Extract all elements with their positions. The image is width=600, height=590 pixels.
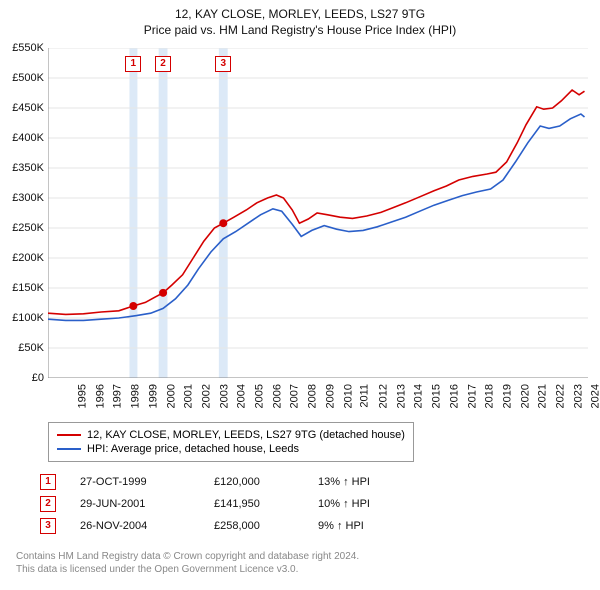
x-tick-label: 2009: [324, 384, 336, 408]
x-tick-label: 1996: [94, 384, 106, 408]
sale-events-table: 1 27-OCT-1999 £120,000 13% ↑ HPI 2 29-JUN-200…: [40, 468, 418, 540]
x-tick-label: 2012: [377, 384, 389, 408]
x-tick-label: 2011: [359, 384, 371, 408]
x-tick-label: 2004: [236, 384, 248, 408]
legend-label-red: 12, KAY CLOSE, MORLEY, LEEDS, LS27 9TG (…: [87, 429, 405, 441]
x-tick-label: 2013: [395, 384, 407, 408]
x-tick-label: 1999: [147, 384, 159, 408]
event-price: £141,950: [214, 498, 294, 510]
x-tick-label: 2014: [413, 384, 425, 408]
y-tick-label: £500K: [12, 72, 44, 84]
x-tick-label: 2018: [484, 384, 496, 408]
y-tick-label: £450K: [12, 102, 44, 114]
x-tick-label: 1998: [130, 384, 142, 408]
event-row: 1 27-OCT-1999 £120,000 13% ↑ HPI: [40, 474, 418, 490]
legend-row-red: 12, KAY CLOSE, MORLEY, LEEDS, LS27 9TG (…: [57, 429, 405, 441]
x-tick-label: 2015: [431, 384, 443, 408]
x-tick-label: 2005: [254, 384, 266, 408]
event-marker: 1: [40, 474, 56, 490]
x-tick-label: 2023: [572, 384, 584, 408]
legend-box: 12, KAY CLOSE, MORLEY, LEEDS, LS27 9TG (…: [48, 422, 414, 462]
chart-plot-area: 12 3: [48, 48, 588, 378]
y-tick-label: £550K: [12, 42, 44, 54]
title-subtitle: Price paid vs. HM Land Registry's House …: [0, 22, 600, 38]
sale-callout-2: 2: [155, 56, 171, 72]
event-date: 27-OCT-1999: [80, 476, 190, 488]
sale-callout-3: 3: [215, 56, 231, 72]
attribution-line1: Contains HM Land Registry data © Crown c…: [16, 550, 359, 563]
event-hpi: 9% ↑ HPI: [318, 520, 418, 532]
legend-swatch-blue: [57, 448, 81, 450]
event-hpi: 10% ↑ HPI: [318, 498, 418, 510]
x-tick-label: 2021: [537, 384, 549, 408]
y-tick-label: £400K: [12, 132, 44, 144]
event-date: 26-NOV-2004: [80, 520, 190, 532]
y-axis-labels: £0£50K£100K£150K£200K£250K£300K£350K£400…: [2, 48, 46, 378]
legend-swatch-red: [57, 434, 81, 436]
y-tick-label: £200K: [12, 252, 44, 264]
sale-callout-1: 1: [125, 56, 141, 72]
event-marker: 2: [40, 496, 56, 512]
y-tick-label: £150K: [12, 282, 44, 294]
x-tick-label: 2019: [501, 384, 513, 408]
y-tick-label: £250K: [12, 222, 44, 234]
legend-label-blue: HPI: Average price, detached house, Leed…: [87, 443, 299, 455]
event-price: £258,000: [214, 520, 294, 532]
x-tick-label: 2017: [466, 384, 478, 408]
title-block: 12, KAY CLOSE, MORLEY, LEEDS, LS27 9TG P…: [0, 0, 600, 38]
legend-row-blue: HPI: Average price, detached house, Leed…: [57, 443, 405, 455]
event-price: £120,000: [214, 476, 294, 488]
x-tick-label: 2002: [200, 384, 212, 408]
y-tick-label: £300K: [12, 192, 44, 204]
y-tick-label: £100K: [12, 312, 44, 324]
x-tick-label: 2010: [342, 384, 354, 408]
x-tick-label: 2020: [519, 384, 531, 408]
x-tick-label: 2001: [183, 384, 195, 408]
x-tick-label: 2016: [448, 384, 460, 408]
x-axis-labels: 1995 1996 1997 1998 1999 2000 2001 2002 2003 2004…: [48, 382, 588, 422]
event-hpi: 13% ↑ HPI: [318, 476, 418, 488]
attribution-line2: This data is licensed under the Open Gov…: [16, 563, 359, 576]
x-tick-label: 2007: [289, 384, 301, 408]
y-tick-label: £350K: [12, 162, 44, 174]
x-tick-label: 1997: [112, 384, 124, 408]
x-tick-label: 2006: [271, 384, 283, 408]
x-tick-label: 2022: [555, 384, 567, 408]
price-hpi-chart-card: 12, KAY CLOSE, MORLEY, LEEDS, LS27 9TG P…: [0, 0, 600, 590]
y-tick-label: £0: [32, 372, 44, 384]
x-tick-label: 2024: [590, 384, 600, 408]
attribution: Contains HM Land Registry data © Crown c…: [16, 550, 359, 576]
event-row: 3 26-NOV-2004 £258,000 9% ↑ HPI: [40, 518, 418, 534]
x-tick-label: 2008: [307, 384, 319, 408]
y-tick-label: £50K: [18, 342, 44, 354]
x-tick-label: 2003: [218, 384, 230, 408]
event-date: 29-JUN-2001: [80, 498, 190, 510]
x-tick-label: 2000: [165, 384, 177, 408]
x-tick-label: 1995: [76, 384, 88, 408]
chart-svg: [48, 48, 588, 378]
event-marker: 3: [40, 518, 56, 534]
event-row: 2 29-JUN-2001 £141,950 10% ↑ HPI: [40, 496, 418, 512]
title-address: 12, KAY CLOSE, MORLEY, LEEDS, LS27 9TG: [0, 6, 600, 22]
